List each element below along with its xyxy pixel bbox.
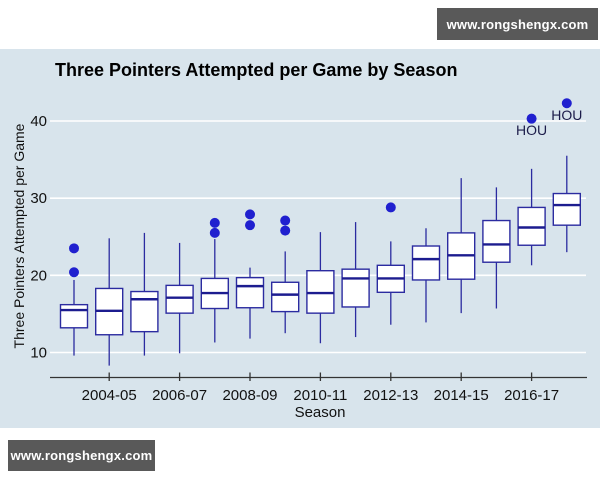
- box-rect: [411, 245, 441, 281]
- outlier-dot: [280, 225, 291, 236]
- y-tick-label: 40: [30, 113, 47, 130]
- box-rect: [482, 219, 511, 263]
- watermark-bottom: www.rongshengx.com: [8, 440, 155, 471]
- outlier-dot: [280, 215, 291, 226]
- outlier-dot: [526, 113, 537, 124]
- x-tick-label: 2016-17: [504, 387, 559, 404]
- outlier-label: HOU: [516, 122, 547, 138]
- x-tick-label: 2014-15: [434, 387, 489, 404]
- y-tick-label: 10: [30, 345, 47, 362]
- watermark-top: www.rongshengx.com: [437, 8, 598, 40]
- watermark-bottom-text: www.rongshengx.com: [10, 448, 153, 463]
- x-tick-label: 2004-05: [82, 387, 137, 404]
- y-tick-label: 20: [30, 267, 47, 284]
- outlier-dot: [209, 227, 220, 238]
- chart-title: Three Pointers Attempted per Game by Sea…: [55, 60, 458, 80]
- outlier-dot: [245, 209, 255, 220]
- box-rect: [235, 276, 265, 309]
- box-rect: [165, 284, 194, 314]
- box-rect: [59, 303, 89, 329]
- x-tick-label: 2006-07: [152, 387, 207, 404]
- outlier-dot: [561, 98, 572, 109]
- outlier-label: HOU: [551, 107, 582, 123]
- outlier-dot: [245, 220, 255, 231]
- x-tick-label: 2010-11: [293, 387, 347, 404]
- box-rect: [271, 281, 300, 313]
- outlier-dot: [209, 217, 220, 228]
- x-tick-label: 2008-09: [222, 387, 277, 404]
- outlier-dot: [69, 243, 79, 254]
- box-rect: [341, 268, 370, 308]
- watermark-top-text: www.rongshengx.com: [446, 16, 589, 32]
- y-tick-label: 30: [30, 190, 47, 207]
- box-rect: [552, 192, 581, 226]
- box-rect: [130, 290, 159, 333]
- x-axis-title: Season: [294, 404, 346, 421]
- x-tick-label: 2012-13: [363, 387, 418, 404]
- outlier-dot: [385, 202, 396, 213]
- outlier-dot: [69, 267, 79, 278]
